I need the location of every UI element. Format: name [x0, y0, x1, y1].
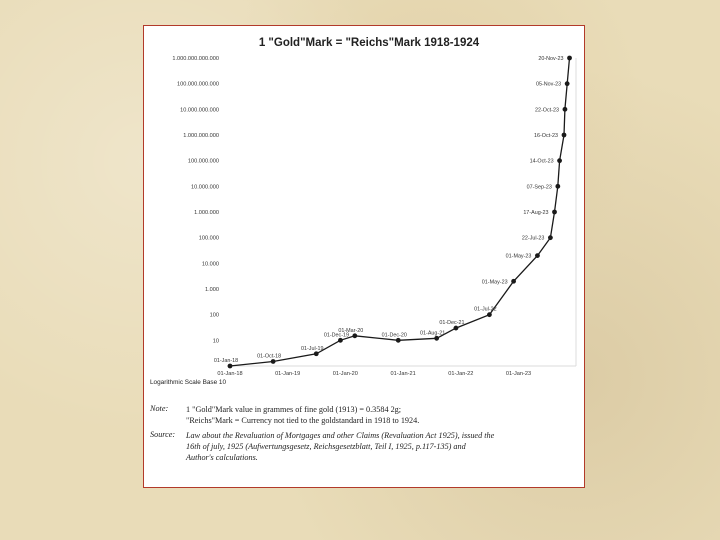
data-point: [555, 183, 561, 189]
data-point: [557, 158, 562, 164]
data-point: [313, 351, 319, 357]
data-point-label: 05-Nov-23: [536, 82, 561, 88]
data-point: [561, 132, 567, 138]
source-line: 16th of july, 1925 (Aufwertungsgesetz, R…: [186, 442, 466, 451]
x-tick-label: 01-Jan-18: [217, 371, 242, 377]
x-tick-label: 01-Jan-19: [275, 371, 300, 377]
data-point: [511, 278, 516, 284]
data-point-label: 17-Aug-23: [523, 210, 548, 216]
data-point: [567, 55, 572, 61]
notes-section: Note: 1 "Gold"Mark value in grammes of f…: [144, 404, 584, 463]
y-tick-labels: 10 100 1.000 10.000 100.000 1.000.000 10.000.0…: [172, 56, 219, 344]
y-tick-label: 1.000: [205, 287, 219, 293]
series-line: [229, 57, 571, 367]
source-label: Source:: [150, 430, 176, 439]
source-line: Law about the Revaluation of Mortgages a…: [186, 431, 495, 440]
data-point: [562, 106, 568, 112]
chart-title: 1 "Gold"Mark = "Reichs"Mark 1918-1924: [259, 37, 480, 49]
y-tick-label: 100.000: [199, 236, 219, 242]
note-line: 1 "Gold"Mark value in grammes of fine go…: [186, 405, 402, 414]
data-point-label: 01-Dec-20: [382, 332, 407, 338]
series-line-path: [229, 57, 571, 367]
data-points: [227, 55, 572, 369]
note-label: Note:: [150, 404, 169, 413]
data-point-label: 01-Jul-22: [474, 307, 496, 313]
chart-panel: 1 "Gold"Mark = "Reichs"Mark 1918-1924 10…: [143, 25, 585, 488]
y-tick-label: 100.000.000.000: [177, 82, 219, 88]
data-point: [564, 81, 570, 87]
data-point-label: 01-Dec-21: [439, 320, 464, 326]
data-point-labels: 01-Jan-1801-Oct-1801-Jul-1901-Dec-1901-M…: [214, 56, 564, 364]
data-point: [453, 325, 459, 331]
data-point-label: 07-Sep-23: [527, 184, 552, 190]
data-point-label: 22-Oct-23: [535, 107, 559, 113]
data-point-label: 01-May-23: [482, 279, 508, 285]
x-tick-label: 01-Jan-20: [333, 371, 358, 377]
data-point-label: 01-May-23: [506, 254, 532, 260]
data-point-label: 01-Oct-18: [257, 353, 281, 359]
y-tick-label: 10.000.000: [191, 184, 219, 190]
data-point-label: 01-Jul-19: [301, 346, 323, 352]
data-point-label: 20-Nov-23: [538, 56, 563, 62]
data-point-label: 01-Mar-20: [338, 328, 363, 334]
x-tick-labels: 01-Jan-18 01-Jan-19 01-Jan-20 01-Jan-21 01-J…: [217, 371, 531, 377]
note-row: Note: 1 "Gold"Mark value in grammes of f…: [150, 404, 584, 426]
y-tick-label: 1.000.000: [194, 210, 219, 216]
data-point: [270, 359, 276, 364]
data-point-label: 16-Oct-23: [534, 133, 558, 139]
data-point-label: 01-Aug-21: [420, 330, 445, 336]
data-point-label: 14-Oct-23: [530, 159, 554, 165]
scale-note: Logarithmic Scale Base 10: [150, 379, 226, 386]
data-point: [552, 209, 557, 215]
data-point-label: 01-Dec-19: [324, 332, 349, 338]
y-tick-label: 10: [213, 338, 219, 344]
y-tick-label: 10.000.000.000: [180, 107, 219, 113]
data-point-label: 22-Jul-23: [522, 236, 544, 242]
axes: [227, 58, 577, 367]
y-tick-label: 100: [210, 313, 219, 319]
data-point: [487, 312, 492, 318]
data-point: [434, 335, 440, 341]
note-line: "Reichs"Mark = Currency not tied to the …: [186, 416, 420, 425]
data-point: [548, 235, 553, 241]
x-tick-label: 01-Jan-21: [391, 371, 416, 377]
y-tick-label: 1.000.000.000: [183, 133, 219, 139]
x-tick-label: 01-Jan-23: [506, 371, 531, 377]
data-point: [395, 337, 401, 343]
y-tick-label: 10.000: [202, 261, 219, 267]
source-row: Source: Law about the Revaluation of Mor…: [150, 430, 584, 463]
x-tick-label: 01-Jan-22: [448, 371, 473, 377]
data-point: [338, 337, 343, 343]
chart-plot: 1 "Gold"Mark = "Reichs"Mark 1918-1924 10…: [150, 37, 577, 386]
y-tick-label: 1.000.000.000.000: [172, 56, 219, 62]
y-tick-label: 100.000.000: [188, 159, 219, 165]
data-point: [352, 333, 358, 339]
data-point-label: 01-Jan-18: [214, 358, 238, 364]
note-body: 1 "Gold"Mark value in grammes of fine go…: [186, 404, 556, 426]
data-point: [227, 363, 233, 369]
source-body: Law about the Revaluation of Mortgages a…: [186, 430, 556, 463]
source-line: Author's calculations.: [186, 453, 258, 462]
data-point: [535, 253, 540, 259]
